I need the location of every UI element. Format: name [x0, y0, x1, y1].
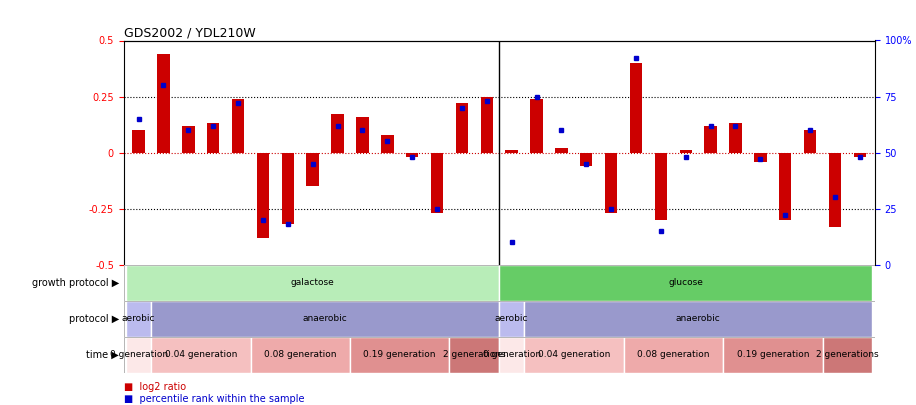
- Bar: [499, 265, 872, 301]
- Bar: [754, 153, 767, 162]
- Bar: [729, 124, 742, 153]
- Bar: [455, 103, 468, 153]
- Text: aerobic: aerobic: [122, 314, 156, 323]
- Text: 0 generation: 0 generation: [110, 350, 168, 359]
- Text: protocol ▶: protocol ▶: [69, 313, 119, 324]
- Text: anaerobic: anaerobic: [676, 314, 721, 323]
- Bar: [126, 337, 151, 373]
- Bar: [250, 337, 350, 373]
- Text: ■  log2 ratio: ■ log2 ratio: [124, 382, 186, 392]
- Text: 0 generation: 0 generation: [483, 350, 540, 359]
- Text: anaerobic: anaerobic: [303, 314, 347, 323]
- Bar: [530, 99, 543, 153]
- Text: ■  percentile rank within the sample: ■ percentile rank within the sample: [124, 394, 304, 404]
- Bar: [779, 153, 791, 220]
- Bar: [555, 148, 568, 153]
- Bar: [804, 130, 816, 153]
- Bar: [151, 337, 250, 373]
- Bar: [350, 337, 450, 373]
- Bar: [232, 99, 245, 153]
- Bar: [499, 337, 524, 373]
- Text: growth protocol ▶: growth protocol ▶: [32, 278, 119, 288]
- Bar: [207, 124, 220, 153]
- Bar: [406, 153, 419, 157]
- Bar: [126, 301, 151, 337]
- Bar: [723, 337, 823, 373]
- Bar: [332, 115, 344, 153]
- Bar: [182, 126, 194, 153]
- Text: 2 generations: 2 generations: [443, 350, 506, 359]
- Text: 2 generations: 2 generations: [816, 350, 878, 359]
- Bar: [256, 153, 269, 238]
- Text: time ▶: time ▶: [86, 350, 119, 360]
- Bar: [823, 337, 872, 373]
- Text: 0.04 generation: 0.04 generation: [165, 350, 237, 359]
- Bar: [133, 130, 145, 153]
- Bar: [481, 96, 493, 153]
- Bar: [506, 150, 518, 153]
- Bar: [829, 153, 841, 227]
- Text: glucose: glucose: [669, 278, 703, 287]
- Bar: [499, 301, 524, 337]
- Bar: [431, 153, 443, 213]
- Bar: [126, 265, 499, 301]
- Text: GDS2002 / YDL210W: GDS2002 / YDL210W: [124, 26, 256, 39]
- Bar: [524, 337, 624, 373]
- Bar: [307, 153, 319, 186]
- Text: 0.08 generation: 0.08 generation: [637, 350, 710, 359]
- Bar: [580, 153, 593, 166]
- Bar: [158, 54, 169, 153]
- Bar: [281, 153, 294, 224]
- Bar: [151, 301, 499, 337]
- Bar: [655, 153, 667, 220]
- Text: aerobic: aerobic: [495, 314, 529, 323]
- Bar: [704, 126, 717, 153]
- Bar: [630, 63, 642, 153]
- Text: 0.19 generation: 0.19 generation: [364, 350, 436, 359]
- Bar: [524, 301, 872, 337]
- Bar: [605, 153, 617, 213]
- Bar: [356, 117, 368, 153]
- Bar: [854, 153, 866, 157]
- Bar: [450, 337, 499, 373]
- Bar: [680, 150, 692, 153]
- Text: 0.19 generation: 0.19 generation: [736, 350, 809, 359]
- Bar: [381, 135, 394, 153]
- Bar: [624, 337, 723, 373]
- Text: 0.08 generation: 0.08 generation: [264, 350, 336, 359]
- Text: 0.04 generation: 0.04 generation: [538, 350, 610, 359]
- Text: galactose: galactose: [290, 278, 334, 287]
